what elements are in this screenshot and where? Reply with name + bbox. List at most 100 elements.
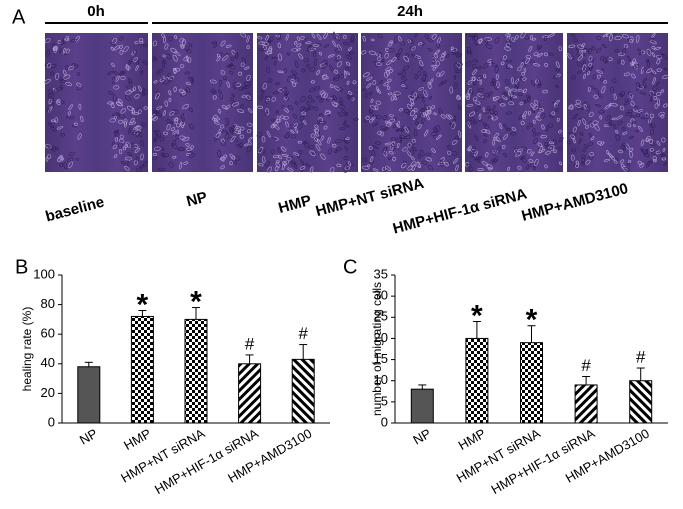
cell [558,129,562,134]
cell [343,123,350,128]
cell [640,50,646,55]
cell [622,131,628,136]
cell [345,137,350,141]
cell [606,149,609,155]
cell [510,91,514,99]
cell [240,62,245,67]
cell [153,130,159,137]
cell [583,73,586,79]
cell [421,117,425,125]
cell [343,165,348,173]
cell [188,42,193,47]
cell [59,163,64,168]
cell [555,61,560,68]
cell [232,85,237,90]
y-tick-label: 0 [381,414,388,429]
cell [444,161,449,167]
cell [544,142,549,146]
cell [135,65,139,71]
cell [138,40,142,46]
cell [576,61,583,68]
cell [391,143,395,148]
cell [388,69,394,74]
cell [128,81,133,84]
cell [399,41,406,46]
cell [135,126,142,130]
cell [124,166,130,171]
cell [139,165,145,169]
cell [517,66,522,72]
cell [593,94,599,99]
cell [399,137,403,143]
cell [162,59,167,65]
cell [365,115,370,120]
cell [470,116,475,123]
cell [493,96,500,101]
cell [298,150,303,155]
cell [258,41,265,46]
cell [181,91,186,96]
cell [630,100,635,107]
cell [182,39,186,46]
cell [332,31,336,39]
cell [56,86,62,92]
cell [635,35,640,43]
cell [55,100,61,106]
cell [472,96,478,101]
y-tick-label: 10 [374,372,388,387]
cell [339,97,344,103]
cell [218,89,222,94]
cell [114,71,119,76]
cell [226,81,231,88]
cell [179,135,186,140]
cell [47,93,54,98]
cell [433,112,437,116]
cell [133,57,138,62]
cell [504,46,511,51]
cell [521,146,527,151]
cell [306,63,310,68]
cell [301,68,306,73]
cell [235,125,240,129]
cell [50,119,57,123]
bar [520,342,543,424]
cell [652,156,657,161]
cell [291,160,297,165]
cell [229,97,234,101]
cell [378,52,383,58]
cell [412,146,417,152]
cell [47,154,52,159]
cell [345,61,351,66]
cell [237,108,245,113]
cell [583,144,589,148]
cell [487,106,491,111]
cell [414,115,421,121]
cell [140,70,143,75]
cell [453,74,457,80]
cell [387,92,393,96]
cell [637,109,643,113]
cell [66,114,70,119]
cell [609,86,615,93]
cell [502,91,507,98]
cell [277,53,282,61]
cell [230,101,236,107]
cell [529,122,534,128]
cell [422,160,428,165]
cell [240,126,245,131]
cell [656,59,661,65]
cell [436,134,442,140]
cell [596,36,601,41]
cell [285,34,289,41]
cell [585,159,591,165]
cell [233,137,238,142]
cell [474,106,481,112]
cell [383,150,388,157]
cell [375,100,381,105]
cell [323,125,328,130]
cell [80,115,84,123]
cell [652,77,656,85]
cell [583,66,590,73]
cell [306,100,311,107]
cell [327,148,333,154]
